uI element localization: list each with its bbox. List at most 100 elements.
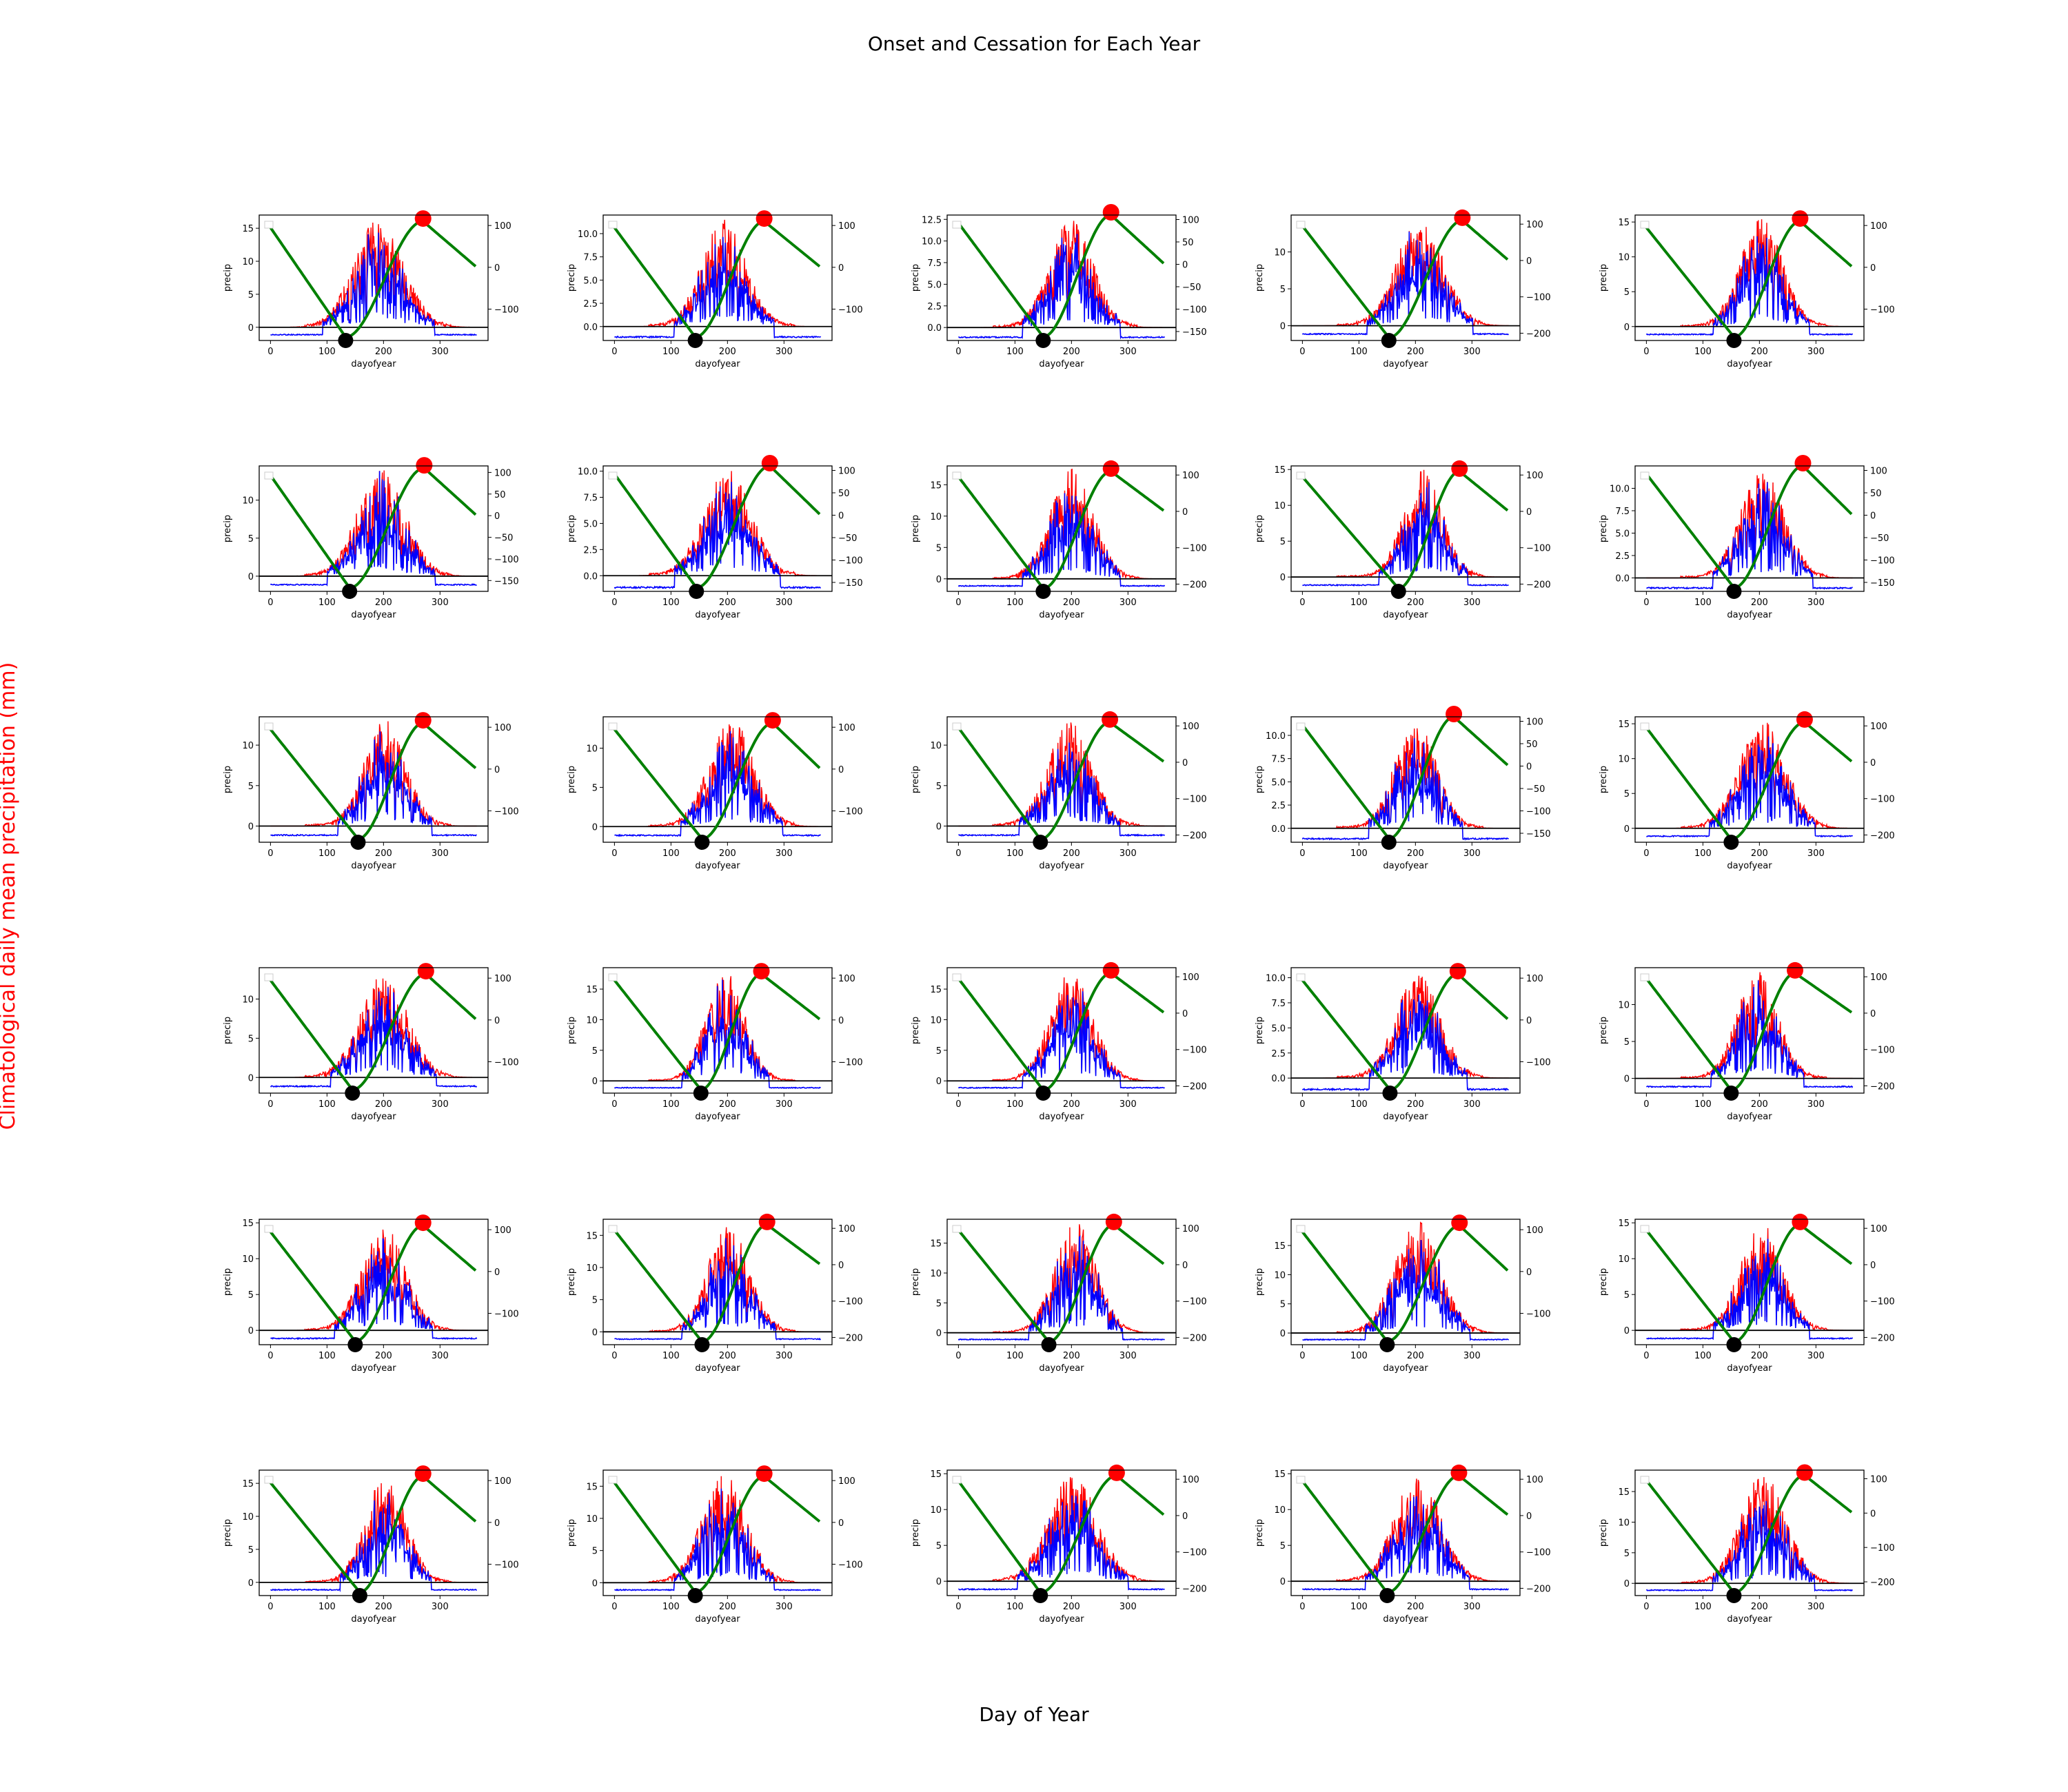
x-tick-label: 100 bbox=[318, 598, 336, 608]
subplot-21: 0 100 200 300 dayofyear 0 5 10 15 precip 100 0 −100 bbox=[223, 1214, 519, 1374]
y-tick-label-left: 10.0 bbox=[578, 230, 598, 240]
cessation-marker bbox=[1108, 1464, 1125, 1481]
y-tick-label-right: 0 bbox=[1526, 762, 1532, 773]
legend-box bbox=[1640, 1225, 1650, 1233]
legend-box bbox=[608, 1476, 618, 1484]
x-tick-label: 100 bbox=[1694, 1099, 1712, 1110]
y-tick-label-right: −200 bbox=[1526, 329, 1551, 339]
y-tick-label-right: −100 bbox=[1870, 795, 1895, 805]
precip-blue-line bbox=[270, 232, 477, 337]
cessation-marker bbox=[764, 712, 781, 729]
legend-box bbox=[608, 471, 618, 480]
precip-red-line bbox=[270, 222, 477, 329]
x-tick-label: 300 bbox=[1463, 1602, 1481, 1612]
subplot-3: 0 100 200 300 dayofyear 0.0 2.5 5.0 7.5 10.0 12.5 p… bbox=[911, 204, 1207, 369]
subplot-plot-area bbox=[1291, 717, 1520, 841]
y-tick-label-left: 0 bbox=[248, 1326, 254, 1336]
x-tick-label: 100 bbox=[662, 347, 680, 357]
y-tick-label-left: 10 bbox=[1618, 253, 1630, 263]
y-tick-label-right: −100 bbox=[494, 1310, 519, 1320]
y-tick-label-right: 100 bbox=[1870, 1224, 1887, 1234]
subplot-8: 0 100 200 300 dayofyear 0 5 10 15 precip 100 0 −100 −… bbox=[911, 460, 1207, 620]
subplot-frame bbox=[1290, 1219, 1521, 1345]
cessation-marker bbox=[1792, 1213, 1809, 1230]
y-tick-label-right: −100 bbox=[1182, 1548, 1207, 1558]
y-tick-label-right: −100 bbox=[1870, 1543, 1895, 1554]
y-tick-label-right: −200 bbox=[1526, 1584, 1551, 1594]
y-tick-label-left: 10 bbox=[1274, 248, 1286, 258]
y-tick-label-right: −50 bbox=[838, 533, 857, 544]
subplot-frame bbox=[258, 716, 489, 843]
x-tick-label: 300 bbox=[1119, 347, 1137, 357]
y-tick-label-right: 0 bbox=[1182, 1511, 1188, 1522]
y-tick-label-right: 0 bbox=[838, 1016, 844, 1026]
cessation-marker bbox=[1796, 1464, 1813, 1481]
subplot-16: 0 100 200 300 dayofyear 0 5 10 precip 100 0 −100 bbox=[223, 963, 519, 1122]
y-tick-label-right: −100 bbox=[1870, 556, 1895, 567]
y-tick-label-left: 0 bbox=[592, 1327, 598, 1338]
figure-title: Onset and Cessation for Each Year bbox=[868, 32, 1201, 55]
y-tick-label-right: 100 bbox=[494, 723, 511, 733]
precip-blue-line bbox=[614, 1488, 821, 1591]
x-tick-label: 300 bbox=[776, 1602, 793, 1612]
y-tick-label-right: −50 bbox=[494, 533, 513, 544]
y-tick-label-left: 0 bbox=[1624, 323, 1630, 333]
x-tick-label: 300 bbox=[1807, 1099, 1825, 1110]
x-tick-label: 300 bbox=[1463, 848, 1481, 859]
subplot-plot-area bbox=[1291, 1221, 1520, 1343]
x-axis-label: dayofyear bbox=[351, 359, 396, 369]
legend-box bbox=[1296, 1225, 1306, 1233]
y-tick-label-right: 100 bbox=[1182, 471, 1199, 481]
precip-blue-line bbox=[614, 236, 822, 339]
x-tick-label: 0 bbox=[611, 1351, 617, 1361]
cumulative-green-line bbox=[1301, 1224, 1509, 1343]
y-axis-label: precip bbox=[1255, 515, 1265, 542]
y-tick-label-left: 10 bbox=[242, 741, 254, 751]
cumulative-green-line bbox=[613, 1223, 821, 1343]
x-axis-label: dayofyear bbox=[1727, 1363, 1772, 1374]
x-tick-label: 200 bbox=[1063, 1602, 1080, 1612]
y-axis-label: precip bbox=[911, 1268, 921, 1296]
x-axis-label: dayofyear bbox=[695, 861, 740, 871]
precip-red-line bbox=[1646, 474, 1853, 579]
y-tick-label-left: 0.0 bbox=[1271, 1074, 1286, 1084]
y-axis-label: precip bbox=[567, 1268, 577, 1296]
y-tick-label-right: 0 bbox=[1870, 511, 1876, 522]
x-tick-label: 200 bbox=[1407, 598, 1424, 608]
subplot-12: 0 100 200 300 dayofyear 0 5 10 precip 100 0 −100 bbox=[567, 712, 863, 871]
y-tick-label-left: 10 bbox=[242, 1254, 254, 1265]
y-tick-label-right: 0 bbox=[494, 765, 500, 775]
y-tick-label-left: 5 bbox=[592, 1046, 598, 1057]
y-tick-label-right: 0 bbox=[1870, 1509, 1876, 1519]
subplot-frame bbox=[258, 465, 489, 592]
y-tick-label-left: 0 bbox=[248, 822, 254, 833]
y-tick-label-left: 0 bbox=[592, 822, 598, 833]
cessation-marker bbox=[756, 1465, 773, 1483]
x-tick-label: 300 bbox=[776, 598, 793, 608]
x-tick-label: 100 bbox=[1006, 848, 1024, 859]
x-tick-label: 300 bbox=[1119, 1099, 1137, 1110]
y-tick-label-right: −100 bbox=[494, 1058, 519, 1068]
x-tick-label: 0 bbox=[1643, 598, 1649, 608]
y-tick-label-right: 100 bbox=[1870, 722, 1887, 732]
y-axis-label: precip bbox=[911, 515, 921, 542]
y-tick-label-left: 15 bbox=[586, 985, 598, 995]
subplot-frame bbox=[602, 1219, 833, 1345]
legend-box bbox=[264, 722, 274, 731]
y-tick-label-right: −100 bbox=[494, 807, 519, 817]
subplot-frame bbox=[1634, 967, 1865, 1094]
precip-blue-line bbox=[957, 991, 1166, 1090]
y-tick-label-left: 15 bbox=[242, 224, 254, 234]
y-tick-label-right: 100 bbox=[1526, 717, 1543, 728]
y-tick-label-left: 2.5 bbox=[583, 545, 598, 556]
figure-xlabel: Day of Year bbox=[979, 1703, 1089, 1726]
y-tick-label-left: 5 bbox=[1624, 1290, 1630, 1301]
y-tick-label-right: −100 bbox=[494, 555, 519, 565]
x-tick-label: 100 bbox=[318, 347, 336, 357]
x-tick-label: 0 bbox=[1299, 1099, 1305, 1110]
x-tick-label: 300 bbox=[1119, 598, 1137, 608]
subplot-frame bbox=[258, 1469, 489, 1596]
y-tick-label-right: 0 bbox=[1870, 758, 1876, 768]
y-tick-label-left: 0.0 bbox=[927, 323, 942, 334]
precip-blue-line bbox=[1646, 482, 1853, 590]
